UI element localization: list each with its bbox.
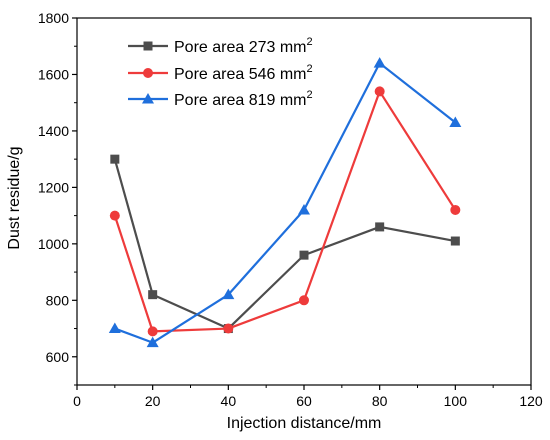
data-point — [373, 57, 386, 68]
x-tick-label: 80 — [372, 393, 388, 409]
data-point — [147, 326, 158, 337]
data-point — [450, 236, 460, 246]
data-point — [375, 222, 385, 232]
y-axis: 600 800 1000 1200 1400 1600 1800 — [38, 10, 77, 386]
data-point — [298, 203, 310, 215]
legend-label: Pore area 546 mm2 — [174, 63, 313, 83]
data-point — [450, 204, 461, 215]
data-point — [223, 323, 234, 334]
y-tick-label: 1600 — [38, 66, 69, 82]
series-line — [113, 90, 457, 333]
legend-item: Pore area 273 mm2 — [128, 36, 313, 56]
legend-marker — [142, 93, 154, 104]
data-point — [109, 210, 120, 221]
x-tick-label: 20 — [145, 393, 161, 409]
y-tick-label: 1400 — [38, 123, 69, 139]
legend-label: Pore area 273 mm2 — [174, 36, 313, 56]
y-tick-label: 800 — [46, 292, 70, 308]
x-axis: 0 20 40 60 80 100 120 — [73, 385, 543, 409]
data-point — [299, 295, 309, 306]
legend-marker — [143, 41, 153, 51]
series-layer — [108, 57, 462, 348]
y-tick-label: 600 — [46, 349, 70, 365]
x-axis-title: Injection distance/mm — [227, 415, 382, 432]
data-point — [110, 154, 120, 164]
data-point — [148, 290, 158, 300]
series-line — [113, 158, 456, 330]
x-tick-label: 40 — [221, 393, 237, 409]
series-3 — [108, 57, 462, 348]
series-line — [114, 62, 457, 344]
data-point — [449, 116, 462, 127]
x-tick-label: 60 — [296, 393, 312, 409]
y-tick-label: 1200 — [38, 179, 69, 195]
y-axis-title: Dust residue/g — [6, 146, 23, 249]
legend-item: Pore area 819 mm2 — [128, 89, 313, 109]
x-tick-label: 100 — [444, 393, 468, 409]
data-point — [146, 336, 159, 348]
data-point — [299, 250, 309, 260]
legend: Pore area 273 mm2 Pore area 546 mm2 Pore a… — [128, 36, 313, 109]
legend-marker — [143, 68, 153, 78]
series-2 — [109, 86, 461, 337]
data-point — [222, 288, 235, 300]
legend-label: Pore area 819 mm2 — [174, 89, 313, 109]
x-tick-label: 120 — [519, 393, 543, 409]
x-tick-label: 0 — [73, 393, 81, 409]
y-tick-label: 1800 — [38, 10, 69, 26]
data-point — [108, 322, 121, 334]
data-point — [374, 86, 385, 97]
legend-item: Pore area 546 mm2 — [128, 63, 313, 83]
y-tick-label: 1000 — [38, 236, 69, 252]
